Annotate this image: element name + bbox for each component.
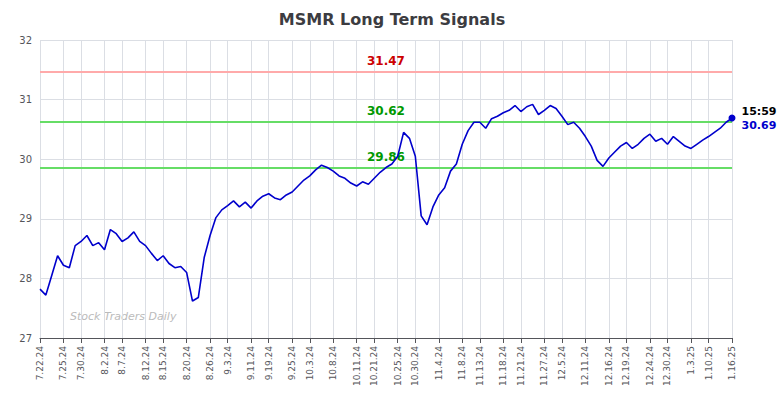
svg-text:12.30.24: 12.30.24 xyxy=(662,346,672,386)
svg-text:30.69: 30.69 xyxy=(742,119,777,132)
svg-text:10.25.24: 10.25.24 xyxy=(393,346,403,386)
svg-text:12.19.24: 12.19.24 xyxy=(621,346,631,386)
svg-text:MSMR Long Term Signals: MSMR Long Term Signals xyxy=(279,10,505,29)
svg-text:12.5.24: 12.5.24 xyxy=(557,346,567,381)
svg-text:30.62: 30.62 xyxy=(367,104,405,118)
svg-text:12.16.24: 12.16.24 xyxy=(604,346,614,386)
svg-text:8.12.24: 8.12.24 xyxy=(141,346,151,381)
svg-text:29.86: 29.86 xyxy=(367,149,405,164)
svg-text:29: 29 xyxy=(19,213,32,224)
svg-text:27: 27 xyxy=(19,333,32,344)
svg-text:9.19.24: 9.19.24 xyxy=(264,346,274,381)
svg-text:8.15.24: 8.15.24 xyxy=(158,346,168,381)
svg-text:31.47: 31.47 xyxy=(367,54,405,68)
svg-text:9.3.24: 9.3.24 xyxy=(223,346,233,375)
svg-text:11.21.24: 11.21.24 xyxy=(516,346,526,386)
svg-text:31: 31 xyxy=(19,94,32,105)
svg-text:8.7.24: 8.7.24 xyxy=(117,346,127,375)
svg-text:1.3.25: 1.3.25 xyxy=(686,346,696,375)
svg-text:8.20.24: 8.20.24 xyxy=(182,346,192,381)
svg-text:10.30.24: 10.30.24 xyxy=(410,346,420,386)
svg-text:1.16.25: 1.16.25 xyxy=(727,346,737,380)
svg-text:1.10.25: 1.10.25 xyxy=(704,346,714,380)
svg-text:30: 30 xyxy=(19,154,32,165)
svg-text:28: 28 xyxy=(19,273,32,284)
svg-text:9.25.24: 9.25.24 xyxy=(287,346,297,381)
svg-text:15:59: 15:59 xyxy=(742,105,777,118)
svg-text:11.13.24: 11.13.24 xyxy=(475,346,485,386)
svg-text:10.21.24: 10.21.24 xyxy=(369,346,379,386)
svg-text:12.11.24: 12.11.24 xyxy=(580,346,590,386)
svg-text:11.18.24: 11.18.24 xyxy=(498,346,508,386)
svg-text:8.2.24: 8.2.24 xyxy=(100,346,110,375)
svg-text:11.27.24: 11.27.24 xyxy=(539,346,549,386)
svg-text:Stock Traders Daily: Stock Traders Daily xyxy=(70,310,177,323)
svg-text:10.8.24: 10.8.24 xyxy=(328,346,338,381)
svg-text:11.4.24: 11.4.24 xyxy=(434,346,444,381)
svg-text:8.26.24: 8.26.24 xyxy=(205,346,215,381)
svg-text:7.25.24: 7.25.24 xyxy=(58,346,68,381)
svg-text:7.22.24: 7.22.24 xyxy=(35,346,45,381)
svg-text:10.11.24: 10.11.24 xyxy=(352,346,362,386)
svg-text:10.3.24: 10.3.24 xyxy=(305,346,315,381)
svg-text:32: 32 xyxy=(19,35,32,46)
svg-text:12.24.24: 12.24.24 xyxy=(645,346,655,386)
svg-text:7.30.24: 7.30.24 xyxy=(76,346,86,381)
svg-text:11.8.24: 11.8.24 xyxy=(457,346,467,381)
svg-text:9.11.24: 9.11.24 xyxy=(246,346,256,381)
